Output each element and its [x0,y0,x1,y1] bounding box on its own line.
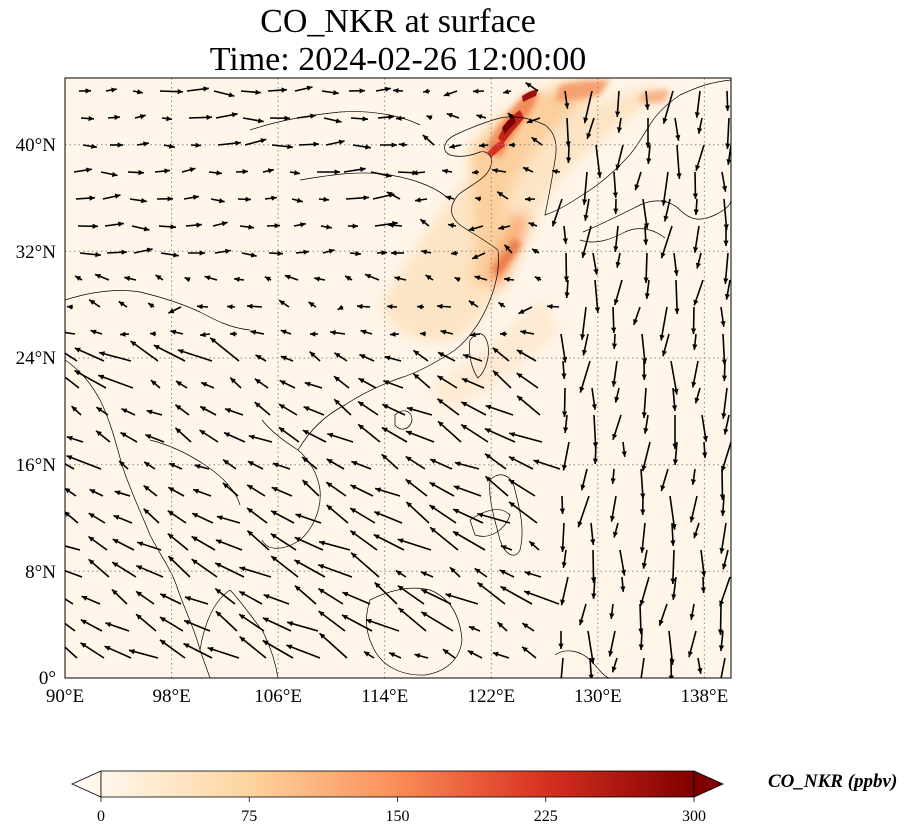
colorbar-gradient [100,770,695,798]
coastlines [65,79,731,678]
co-concentration-field [380,80,670,410]
colorbar-max-extend [693,770,724,798]
colorbar-tick-label: 225 [534,808,558,825]
lon-tick-label: 114°E [361,686,408,707]
lat-tick-label: 0° [39,668,56,689]
lon-tick-label: 106°E [254,686,302,707]
lon-tick-label: 122°E [467,686,515,707]
map-frame [64,77,732,679]
lon-tick-label: 138°E [681,686,729,707]
colorbar-tick-label: 75 [241,808,257,825]
colorbar-tick-label: 300 [682,808,706,825]
colorbar-tick-label: 0 [97,808,105,825]
map-title: CO_NKR at surface [260,3,536,40]
lat-tick-label: 24°N [16,348,57,369]
lat-tick-label: 8°N [25,562,56,583]
lat-tick-label: 40°N [16,135,57,156]
colorbar-tick-label: 150 [386,808,410,825]
colorbar-min-extend [71,770,102,798]
lon-tick-label: 98°E [152,686,190,707]
map-background [65,78,731,678]
colorbar: 0 75 150 225 300 [71,770,724,825]
wind-vector-field [65,81,731,678]
lon-tick-label: 130°E [574,686,622,707]
gridlines [65,78,731,678]
lon-tick-label: 90°E [46,686,84,707]
map-time-subtitle: Time: 2024-02-26 12:00:00 [209,41,587,78]
lat-tick-label: 32°N [16,242,57,263]
lat-tick-label: 16°N [16,455,57,476]
colorbar-label: CO_NKR (ppbv) [768,771,898,792]
